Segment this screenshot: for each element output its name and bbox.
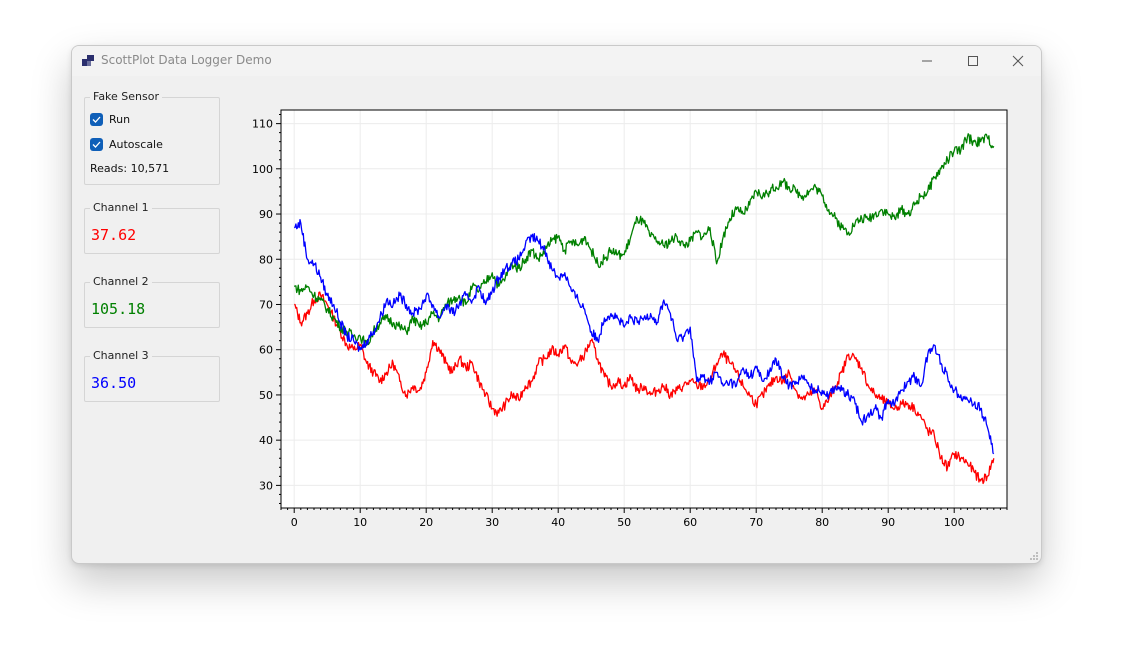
autoscale-label[interactable]: Autoscale (109, 138, 163, 151)
app-icon (82, 55, 94, 66)
x-tick-label: 30 (485, 516, 499, 529)
series-2-line (293, 133, 995, 348)
channel-2-label: Channel 2 (90, 275, 152, 288)
x-tick-label: 100 (944, 516, 965, 529)
x-tick-label: 80 (815, 516, 829, 529)
channel-3-group: Channel 3 36.50 (84, 349, 220, 402)
channel-1-group: Channel 1 37.62 (84, 201, 220, 254)
x-tick-label: 70 (749, 516, 763, 529)
close-button[interactable] (995, 46, 1041, 76)
checkmark-icon (92, 116, 101, 123)
y-tick-label: 100 (252, 163, 273, 176)
title-bar[interactable]: ScottPlot Data Logger Demo (72, 46, 1041, 76)
channel-3-value: 36.50 (91, 374, 137, 392)
y-tick-label: 60 (259, 344, 273, 357)
y-tick-label: 50 (259, 389, 273, 402)
fake-sensor-group: Fake Sensor Run Autoscale Reads: 10,571 (84, 90, 220, 185)
channel-3-label: Channel 3 (90, 349, 152, 362)
close-icon (1012, 55, 1024, 67)
y-tick-label: 80 (259, 253, 273, 266)
plot-area[interactable]: 0 10 20 30 40 50 60 70 80 90 100 30 40 50 60 70 80 90 100 1… (232, 90, 1038, 560)
run-checkbox[interactable] (90, 113, 103, 126)
x-tick-label: 10 (353, 516, 367, 529)
x-tick-label: 50 (617, 516, 631, 529)
x-tick-label: 90 (881, 516, 895, 529)
x-tick-label: 0 (291, 516, 298, 529)
maximize-button[interactable] (950, 46, 996, 76)
series-3-line (294, 219, 995, 455)
y-tick-label: 40 (259, 434, 273, 447)
channel-1-label: Channel 1 (90, 201, 152, 214)
y-tick-label: 70 (259, 298, 273, 311)
minimize-button[interactable] (904, 46, 950, 76)
checkmark-icon (92, 141, 101, 148)
series-1-line (294, 291, 995, 485)
minimize-icon (922, 60, 932, 62)
resize-grip-icon[interactable] (1029, 551, 1039, 561)
channel-2-group: Channel 2 105.18 (84, 275, 220, 328)
autoscale-checkbox[interactable] (90, 138, 103, 151)
window-title: ScottPlot Data Logger Demo (101, 53, 272, 67)
maximize-icon (968, 56, 978, 66)
channel-2-value: 105.18 (91, 300, 146, 318)
y-tick-label: 110 (252, 118, 273, 131)
plot-background (281, 110, 1007, 508)
x-tick-label: 40 (551, 516, 565, 529)
reads-count: Reads: 10,571 (90, 162, 170, 175)
run-label[interactable]: Run (109, 113, 131, 126)
y-tick-label: 30 (259, 479, 273, 492)
x-tick-label: 20 (419, 516, 433, 529)
channel-1-value: 37.62 (91, 226, 137, 244)
line-chart[interactable]: 0 10 20 30 40 50 60 70 80 90 100 30 40 50 60 70 80 90 100 1… (232, 90, 1038, 560)
fake-sensor-title: Fake Sensor (90, 90, 163, 103)
y-tick-label: 90 (259, 208, 273, 221)
x-tick-label: 60 (683, 516, 697, 529)
app-window: ScottPlot Data Logger Demo Fake Sensor (71, 45, 1042, 564)
